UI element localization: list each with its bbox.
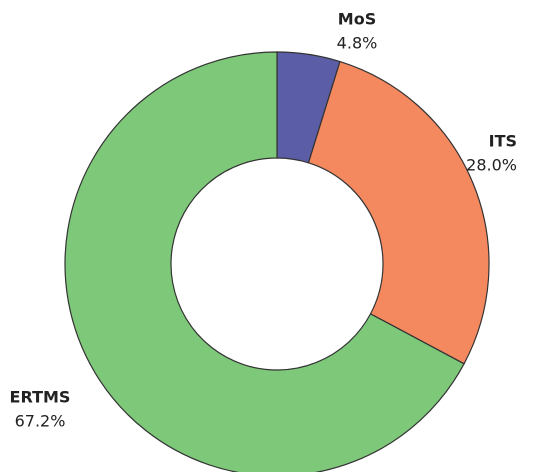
donut-slice — [64, 51, 465, 472]
slice-name: MoS — [338, 10, 376, 29]
slice-name: ERTMS — [10, 388, 71, 407]
slice-value-label: 28.0% — [466, 156, 517, 175]
slice-value-label: 4.8% — [337, 34, 378, 53]
slice-name: ITS — [489, 132, 517, 151]
slice-value-label: 67.2% — [15, 412, 66, 431]
donut-slice — [307, 60, 490, 365]
